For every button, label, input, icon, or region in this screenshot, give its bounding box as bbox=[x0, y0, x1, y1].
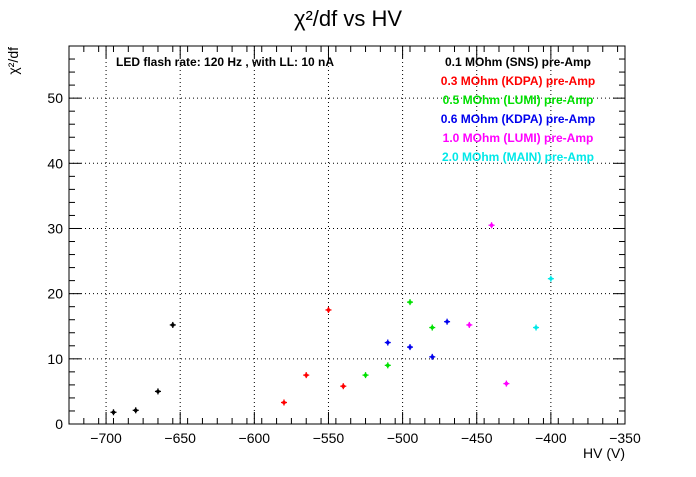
data-point bbox=[444, 318, 451, 325]
data-point bbox=[340, 383, 347, 390]
annotation-text: LED flash rate: 120 Hz , with LL: 10 nA bbox=[116, 55, 334, 69]
legend-entry: 0.1 MOhm (SNS) pre-Amp bbox=[445, 55, 591, 69]
grid bbox=[69, 46, 625, 424]
x-tick-label: −650 bbox=[164, 430, 196, 446]
y-tick-label: 10 bbox=[47, 351, 63, 367]
data-point bbox=[533, 324, 540, 331]
data-point bbox=[325, 306, 332, 313]
x-axis-title: HV (V) bbox=[583, 445, 625, 461]
legend-entry: 1.0 MOhm (LUMI) pre-Amp bbox=[443, 131, 594, 145]
data-point bbox=[384, 339, 391, 346]
data-point bbox=[362, 372, 369, 379]
x-tick-label: −450 bbox=[461, 430, 493, 446]
x-tick-label: −700 bbox=[90, 430, 122, 446]
axis-ticks bbox=[68, 45, 626, 425]
data-points bbox=[110, 222, 554, 416]
legend-entry: 0.5 MOhm (LUMI) pre-Amp bbox=[443, 93, 594, 107]
y-axis-title: χ²/df bbox=[5, 47, 21, 75]
data-point bbox=[280, 399, 287, 406]
data-point bbox=[110, 409, 117, 416]
legend: 0.1 MOhm (SNS) pre-Amp 0.3 MOhm (KDPA) pr… bbox=[441, 55, 595, 164]
y-tick-labels: 0 10 20 30 40 50 bbox=[47, 90, 63, 432]
data-point bbox=[169, 321, 176, 328]
legend-entry: 2.0 MOhm (MAIN) pre-Amp bbox=[442, 150, 594, 164]
chart-title: χ²/df vs HV bbox=[294, 6, 402, 31]
data-point bbox=[407, 344, 414, 351]
y-tick-label: 20 bbox=[47, 286, 63, 302]
x-tick-label: −600 bbox=[239, 430, 271, 446]
data-point bbox=[488, 222, 495, 229]
x-tick-label: −400 bbox=[535, 430, 567, 446]
data-point bbox=[466, 321, 473, 328]
y-tick-label: 0 bbox=[55, 416, 63, 432]
data-point bbox=[503, 380, 510, 387]
y-tick-label: 30 bbox=[47, 220, 63, 236]
y-tick-label: 50 bbox=[47, 90, 63, 106]
legend-entry: 0.3 MOhm (KDPA) pre-Amp bbox=[441, 74, 595, 88]
data-point bbox=[429, 353, 436, 360]
data-point bbox=[132, 407, 139, 414]
data-point bbox=[384, 362, 391, 369]
x-tick-label: −350 bbox=[609, 430, 641, 446]
legend-entry: 0.6 MOhm (KDPA) pre-Amp bbox=[441, 112, 595, 126]
x-tick-label: −550 bbox=[313, 430, 345, 446]
data-point bbox=[429, 324, 436, 331]
data-point bbox=[154, 388, 161, 395]
x-tick-labels: −700 −650 −600 −550 −500 −450 −400 −350 bbox=[90, 430, 641, 446]
data-point bbox=[303, 372, 310, 379]
data-point bbox=[547, 275, 554, 282]
data-point bbox=[407, 299, 414, 306]
x-tick-label: −500 bbox=[387, 430, 419, 446]
plot-frame bbox=[68, 45, 626, 425]
y-tick-label: 40 bbox=[47, 155, 63, 171]
